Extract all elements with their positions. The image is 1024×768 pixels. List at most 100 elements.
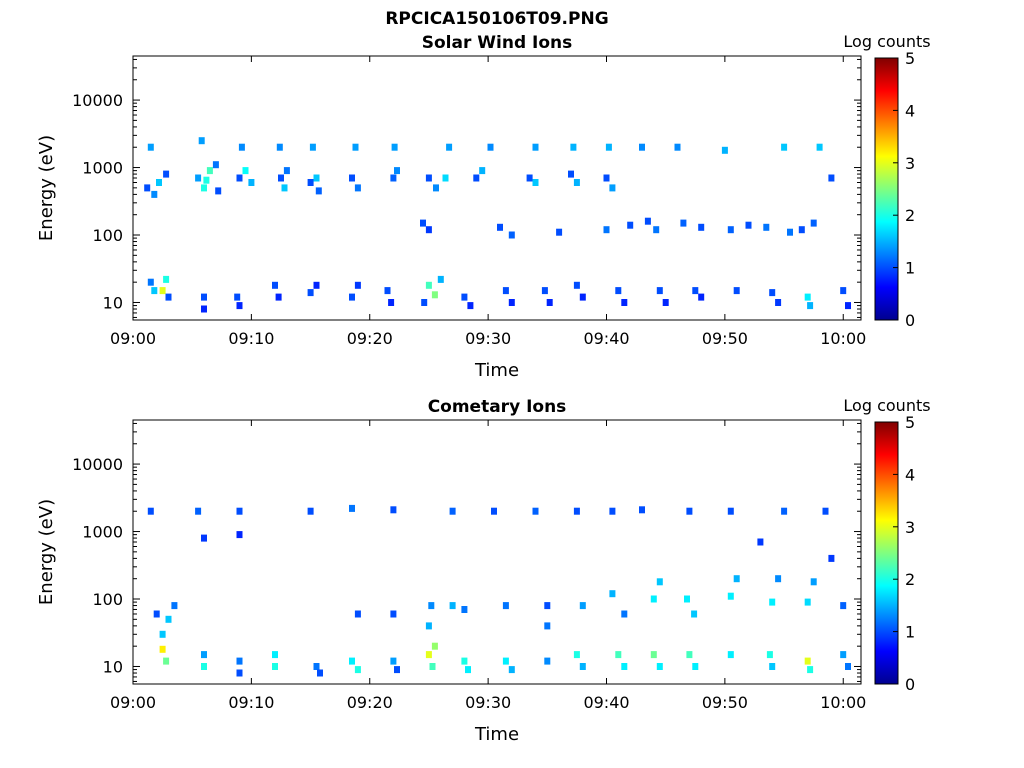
heatmap-cell: [497, 223, 503, 231]
heatmap-cell: [656, 287, 663, 295]
heatmap-cell: [425, 651, 432, 659]
heatmap-cell: [840, 602, 847, 610]
heatmap-cell: [479, 167, 486, 175]
heatmap-cell: [727, 651, 734, 659]
cometary-x-ticks: 09:00 09:10 09:20 09:30 09:40 09:50 10:00: [110, 420, 866, 712]
heatmap-cell: [201, 184, 207, 192]
heatmap-cell: [390, 174, 397, 182]
heatmap-cell: [236, 669, 243, 677]
cometary-colorbar-gradient: [874, 421, 899, 685]
heatmap-cell: [544, 602, 551, 610]
heatmap-cell: [144, 184, 151, 192]
heatmap-cell: [431, 291, 438, 299]
heatmap-cell: [650, 595, 657, 603]
heatmap-cell: [163, 170, 170, 178]
heatmap-cell: [615, 651, 622, 659]
heatmap-cell: [686, 507, 693, 515]
heatmap-cell: [236, 174, 243, 182]
heatmap-cell: [313, 174, 320, 182]
heatmap-cell: [680, 219, 687, 227]
heatmap-cell: [502, 602, 509, 610]
heatmap-cell: [541, 287, 548, 295]
cometary-y-label: Energy (eV): [36, 499, 57, 605]
heatmap-cell: [502, 287, 509, 295]
heatmap-cell: [203, 176, 210, 184]
heatmap-cell: [544, 657, 551, 665]
heatmap-cell: [195, 174, 202, 182]
heatmap-cell: [388, 299, 395, 306]
heatmap-cell: [206, 167, 213, 175]
cometary-colorbar: Log counts 0 1 2 3 4 5: [843, 396, 930, 694]
heatmap-cell: [163, 275, 170, 283]
heatmap-cell: [354, 610, 361, 618]
x-tick-label: 09:30: [465, 329, 511, 348]
heatmap-cell: [502, 657, 509, 665]
solar-wind-panel: Solar Wind Ions 09:00 09:10 09:20 09:30 09:4…: [36, 32, 931, 381]
x-tick-label: 10:00: [820, 693, 866, 712]
heatmap-cell: [278, 174, 284, 182]
heatmap-cell: [621, 610, 628, 618]
y-tick-label: 1000: [82, 523, 123, 542]
heatmap-cell: [573, 651, 580, 659]
heatmap-cell: [639, 506, 645, 514]
x-tick-label: 09:20: [347, 693, 393, 712]
heatmap-cell: [686, 651, 693, 659]
heatmap-cell: [425, 174, 432, 182]
heatmap-cell: [745, 221, 752, 229]
x-tick-label: 09:40: [583, 693, 629, 712]
heatmap-cell: [421, 299, 428, 306]
heatmap-cell: [153, 610, 160, 618]
heatmap-cell: [691, 610, 698, 618]
heatmap-cell: [508, 666, 515, 674]
heatmap-cell: [465, 666, 471, 674]
heatmap-cell: [349, 293, 355, 301]
solar-wind-x-label: Time: [474, 360, 519, 381]
heatmap-cell: [242, 167, 249, 175]
x-tick-label: 09:10: [228, 693, 274, 712]
heatmap-cell: [159, 630, 166, 638]
cometary-colorbar-label: Log counts: [843, 396, 930, 415]
y-tick-label: 10: [103, 293, 123, 312]
heatmap-cell: [698, 293, 705, 301]
heatmap-cell: [390, 506, 397, 514]
heatmap-cell: [467, 302, 474, 310]
heatmap-cell: [147, 278, 154, 286]
y-tick-label: 10000: [72, 455, 123, 474]
heatmap-cell: [420, 219, 426, 227]
cometary-panel: Cometary Ions 09:00 09:10 09:20 09:30 09:40 0…: [36, 396, 931, 745]
heatmap-cell: [428, 602, 435, 610]
heatmap-cell: [627, 221, 634, 229]
heatmap-cell: [609, 184, 616, 192]
x-tick-label: 09:40: [583, 329, 629, 348]
heatmap-cell: [781, 143, 788, 151]
colorbar-tick-label: 5: [905, 49, 915, 68]
heatmap-cell: [845, 302, 851, 310]
heatmap-cell: [391, 143, 398, 151]
heatmap-cell: [573, 179, 580, 186]
heatmap-cell: [807, 302, 814, 310]
heatmap-cell: [354, 281, 361, 289]
heatmap-cell: [787, 228, 793, 236]
heatmap-cell: [798, 226, 805, 234]
heatmap-cell: [307, 507, 314, 515]
heatmap-cell: [236, 531, 243, 539]
solar-wind-cells: [144, 137, 851, 313]
heatmap-cell: [433, 184, 439, 192]
heatmap-cell: [775, 299, 782, 306]
colorbar-tick-label: 1: [905, 259, 915, 278]
cometary-y-ticks: 10 100 1000 10000: [72, 422, 861, 682]
heatmap-cell: [276, 143, 283, 151]
heatmap-cell: [275, 293, 282, 301]
heatmap-cell: [603, 174, 610, 182]
heatmap-cell: [840, 651, 847, 659]
heatmap-cell: [313, 281, 320, 289]
colorbar-tick-label: 2: [905, 206, 915, 225]
heatmap-cell: [198, 137, 205, 145]
heatmap-cell: [727, 507, 734, 515]
heatmap-cell: [390, 657, 397, 665]
heatmap-cell: [352, 143, 359, 151]
heatmap-cell: [556, 228, 563, 236]
heatmap-cell: [615, 287, 622, 295]
heatmap-cell: [816, 143, 823, 151]
heatmap-cell: [766, 651, 773, 659]
